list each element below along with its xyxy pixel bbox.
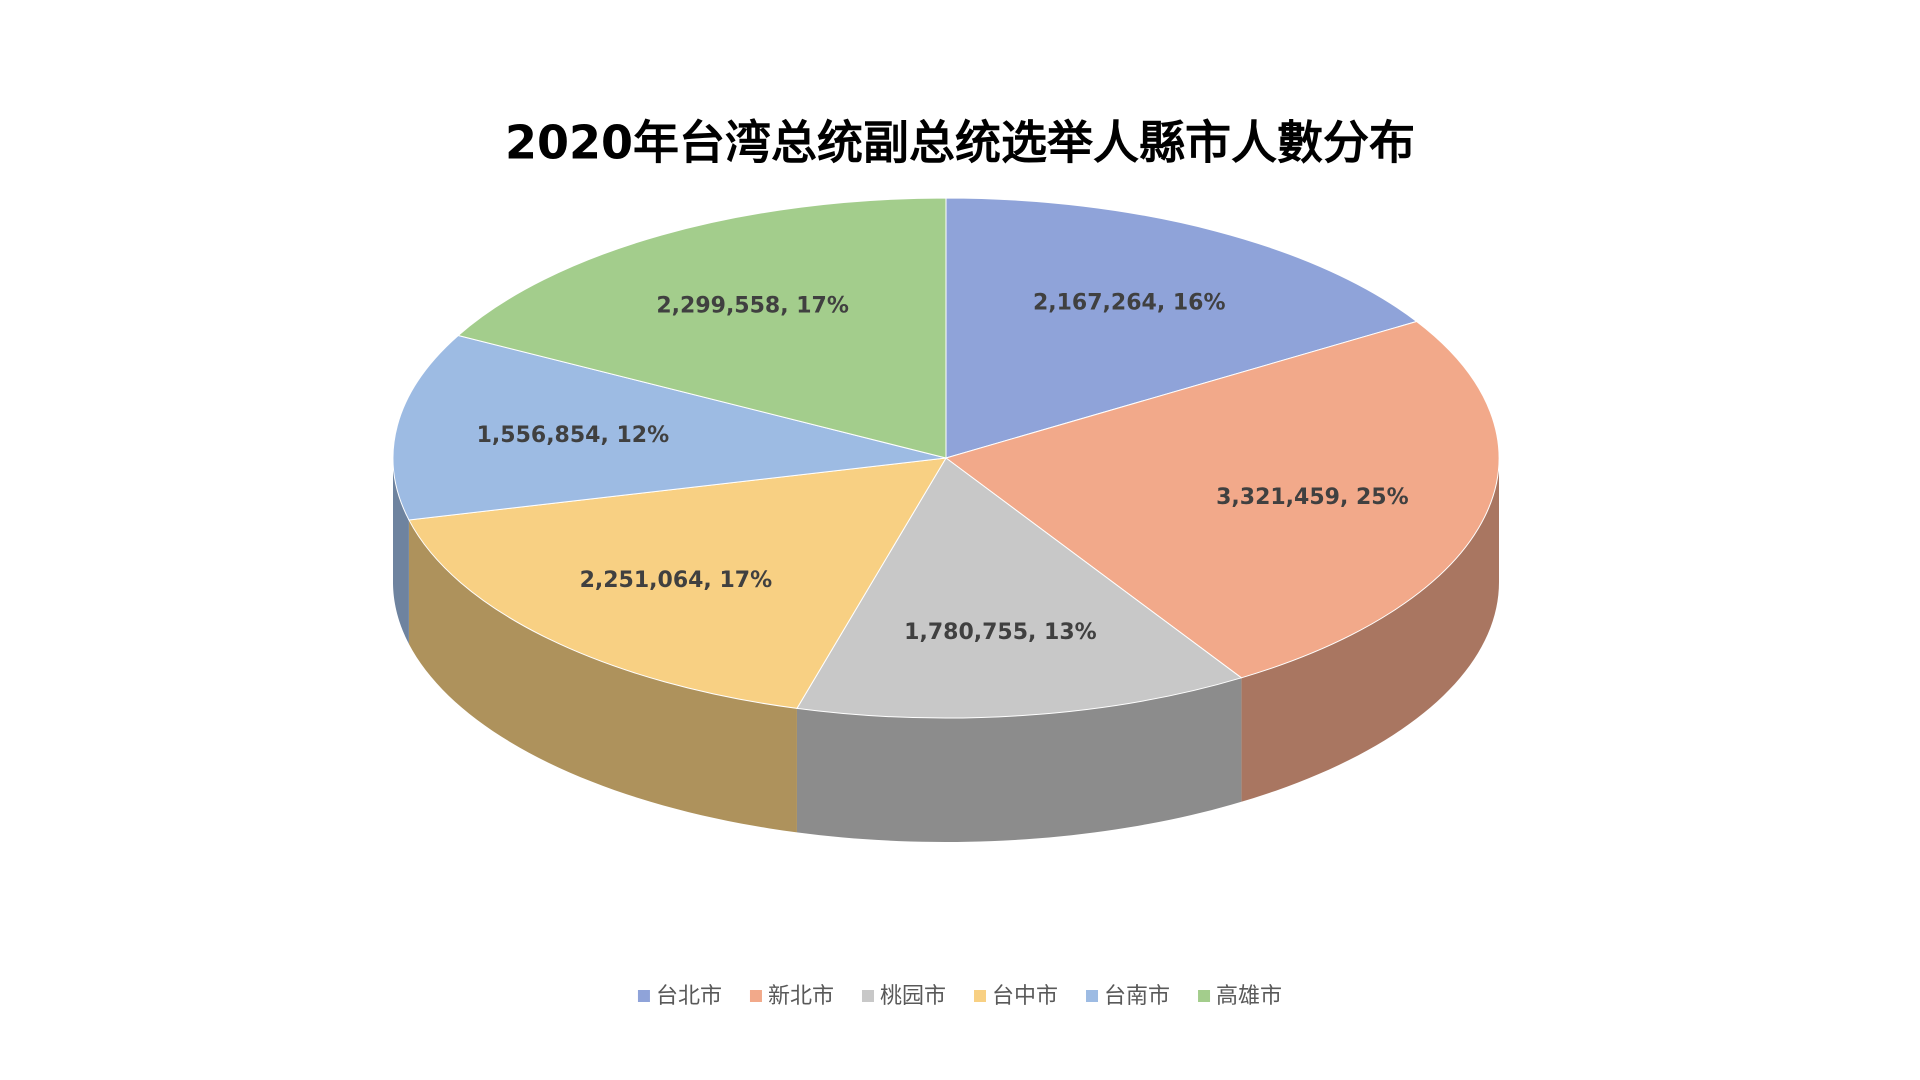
- legend-marker: [974, 990, 986, 1002]
- legend-marker: [637, 990, 650, 1002]
- slice: [944, 320, 1500, 679]
- legend-label: 桃园市: [880, 984, 946, 1009]
- legend-marker: [749, 990, 762, 1002]
- value-label: 1,556,854, 12%: [477, 423, 670, 448]
- chart-title: 2020年台湾总统副总统选举人縣市人數分布: [505, 116, 1415, 170]
- legend-label: 台南市: [1104, 984, 1170, 1009]
- slice-side: [408, 519, 797, 833]
- legend-label: 台中市: [992, 984, 1058, 1009]
- slice-side: [796, 677, 1242, 842]
- value-label: 2,299,558, 17%: [656, 293, 849, 318]
- value-label: 2,251,064, 17%: [580, 568, 773, 593]
- legend-marker: [1198, 990, 1211, 1002]
- legend-label: 高雄市: [1216, 984, 1282, 1009]
- value-label: 1,780,755, 13%: [904, 620, 1097, 645]
- slice: [457, 197, 947, 459]
- legend-label: 台北市: [656, 984, 722, 1009]
- slice: [392, 334, 947, 521]
- slice: [408, 457, 947, 709]
- legend-marker: [861, 990, 874, 1002]
- legend-marker: [1086, 990, 1099, 1002]
- legend-label: 新北市: [768, 984, 834, 1009]
- slice: [796, 457, 1243, 719]
- slice-side: [1241, 458, 1499, 802]
- slice: [945, 197, 1418, 459]
- value-label: 3,321,459, 25%: [1216, 485, 1409, 510]
- slice-side: [393, 458, 409, 644]
- value-label: 2,167,264, 16%: [1033, 291, 1226, 316]
